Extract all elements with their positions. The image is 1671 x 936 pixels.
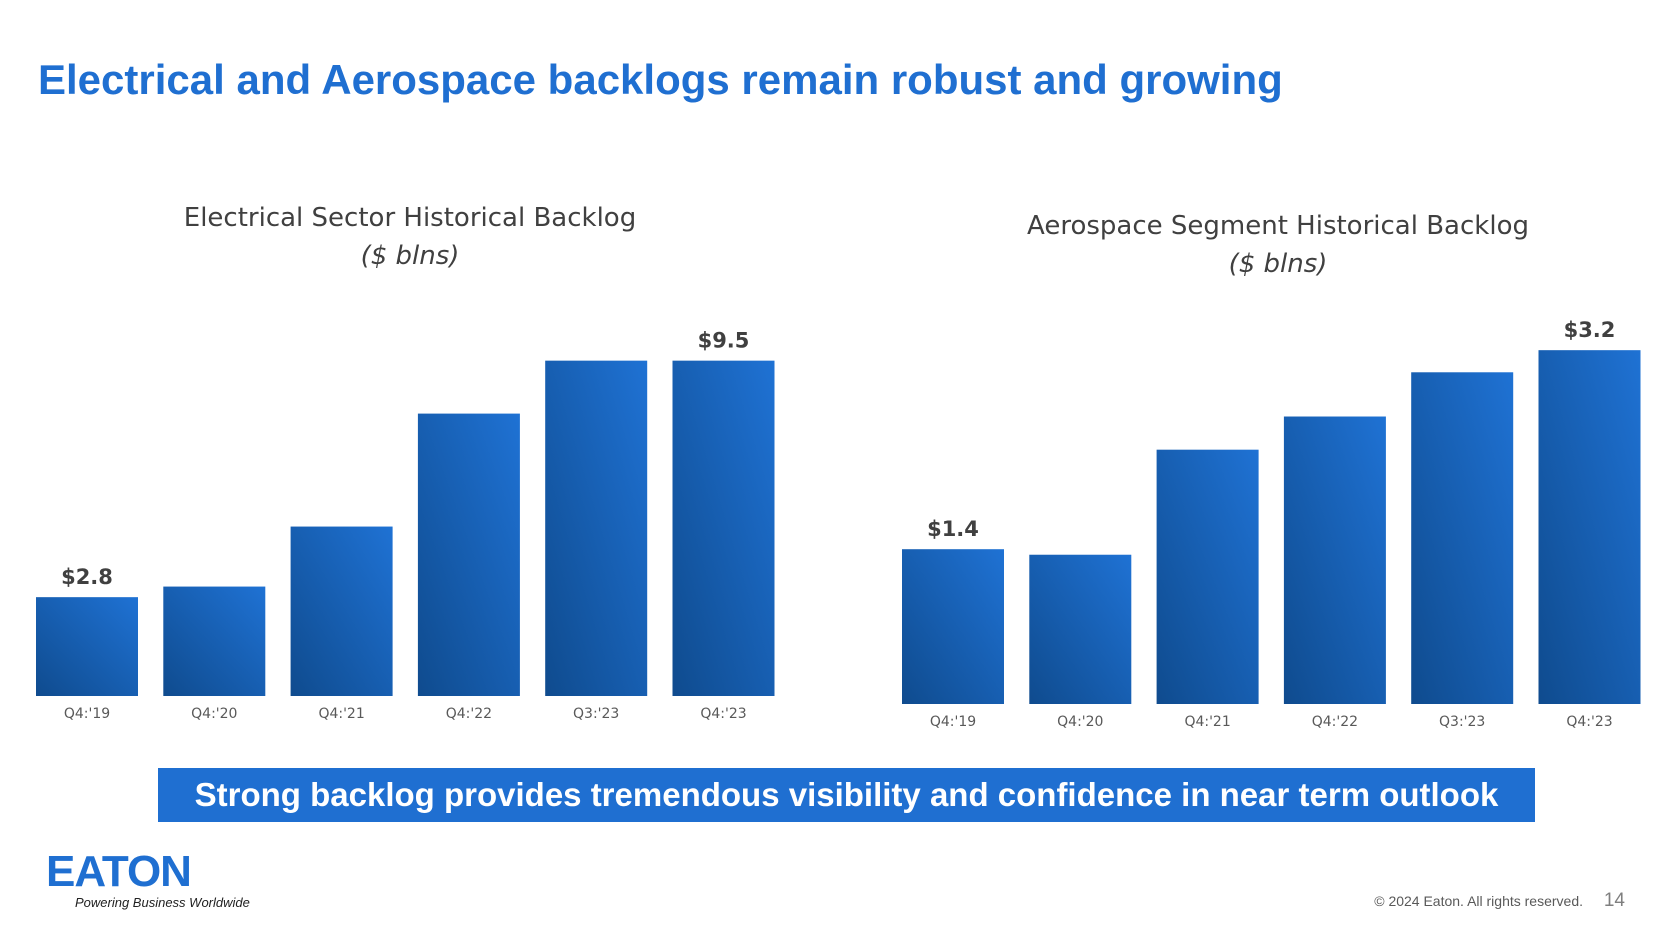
aerospace-backlog-chart: Aerospace Segment Historical Backlog ($ … xyxy=(898,0,1658,740)
bar xyxy=(417,413,520,696)
eaton-logo: EATON Powering Business Worldwide xyxy=(46,847,250,911)
chart-subtitle: ($ blns) xyxy=(1228,249,1328,279)
bar xyxy=(545,360,648,696)
bar xyxy=(672,360,775,696)
x-tick-label: Q3:'23 xyxy=(1439,714,1485,730)
chart-title-text: Electrical Sector Historical Backlog xyxy=(183,203,637,233)
copyright-notice: © 2024 Eaton. All rights reserved. xyxy=(1374,893,1583,909)
aerospace-bar-plot: Q4:'19 $1.4 Q4:'20 Q4:'21 Q4:'22 Q3:'23 Q4:'23… xyxy=(902,318,1641,730)
x-tick-label: Q4:'23 xyxy=(1566,714,1612,730)
bar xyxy=(36,597,138,696)
x-tick-label: Q4:'23 xyxy=(700,706,746,722)
logo-wordmark: EATON xyxy=(46,847,192,896)
x-tick-label: Q4:'20 xyxy=(1057,714,1103,730)
electrical-backlog-chart: Electrical Sector Historical Backlog ($ … xyxy=(30,0,790,722)
logo-tagline: Powering Business Worldwide xyxy=(75,895,250,910)
x-tick-label: Q4:'20 xyxy=(191,706,237,722)
x-tick-label: Q4:'22 xyxy=(1312,714,1358,730)
bar xyxy=(902,549,1004,704)
bar xyxy=(1029,554,1132,704)
data-label: $3.2 xyxy=(1564,318,1616,342)
page-number: 14 xyxy=(1603,890,1625,911)
chart-title-text: Aerospace Segment Historical Backlog xyxy=(1027,211,1529,241)
chart-subtitle: ($ blns) xyxy=(360,241,460,271)
bar xyxy=(1283,416,1386,704)
bar xyxy=(1538,350,1641,704)
bar xyxy=(1411,372,1514,704)
key-message-banner: Strong backlog provides tremendous visib… xyxy=(158,768,1535,822)
bar xyxy=(1156,449,1259,704)
x-tick-label: Q4:'22 xyxy=(446,706,492,722)
x-tick-label: Q3:'23 xyxy=(573,706,619,722)
chart-title: Aerospace Segment Historical Backlog ($ … xyxy=(898,207,1658,283)
x-tick-label: Q4:'21 xyxy=(318,706,364,722)
bar xyxy=(163,586,266,696)
x-tick-label: Q4:'19 xyxy=(64,706,110,722)
slide-title: Electrical and Aerospace backlogs remain… xyxy=(38,56,1283,103)
x-tick-label: Q4:'21 xyxy=(1184,714,1230,730)
data-label: $2.8 xyxy=(61,565,113,589)
chart-title: Electrical Sector Historical Backlog ($ … xyxy=(30,199,790,275)
data-label: $1.4 xyxy=(927,517,979,541)
x-tick-label: Q4:'19 xyxy=(930,714,976,730)
bar xyxy=(290,526,393,696)
data-label: $9.5 xyxy=(698,329,750,353)
electrical-bar-plot: Q4:'19 $2.8 Q4:'20 Q4:'21 Q4:'22 Q3:'23 Q4:'23… xyxy=(36,329,775,722)
